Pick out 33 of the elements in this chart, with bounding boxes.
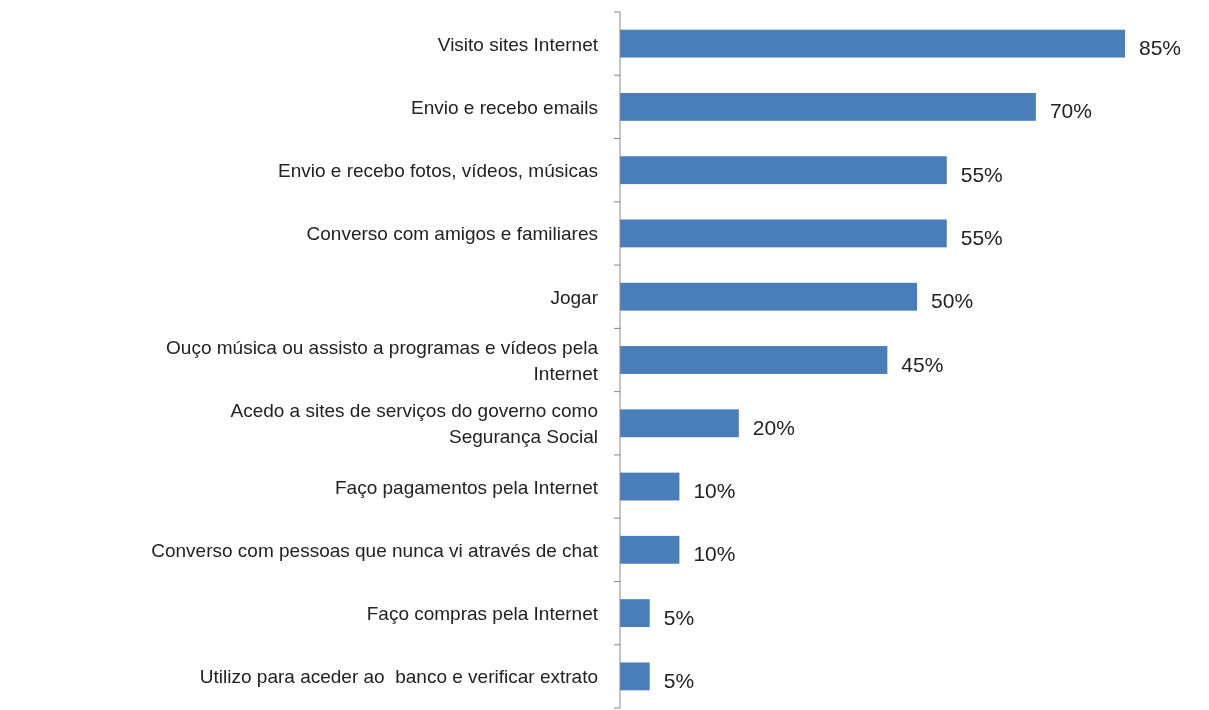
data-label: 85% [1139,36,1182,60]
bar [620,92,1036,121]
data-label: 55% [960,162,1003,186]
y-tick-label: Ouço música ou assisto a programas e vídeos pela Internet [166,336,599,384]
data-label: 10% [693,542,736,566]
y-tick-label: Converso com pessoas que nunca vi através de chat [151,539,599,561]
y-tick-label: Envio e recebo emails [411,96,598,118]
bar [620,156,947,185]
bar [620,29,1125,58]
data-label: 5% [663,668,695,692]
data-label: 70% [1049,99,1092,123]
bar [620,219,947,248]
bar [620,535,680,564]
data-label: 55% [960,225,1003,249]
y-tick-label: Faço pagamentos pela Internet [334,476,599,498]
bar [620,346,888,374]
bar [620,409,739,438]
data-label: 5% [663,605,695,629]
y-tick-label: Envio e recebo fotos, vídeos, músicas [278,159,598,181]
data-label: 10% [693,479,736,503]
y-tick-label: Acedo a sites de serviços do governo como Segurança Social [230,399,598,447]
bar [620,472,680,501]
y-tick-label: Visito sites Internet [437,33,599,55]
y-tick-label: Utilizo para aceder ao banco e verificar extrato [199,665,598,687]
bar [620,599,650,628]
data-label: 45% [901,352,944,376]
data-label: 50% [931,289,974,313]
bar [620,662,650,691]
data-label: 20% [752,415,795,439]
y-tick-label: Converso com amigos e familiares [306,222,598,244]
bar [620,282,918,311]
y-tick-label: Faço compras pela Internet [366,602,599,624]
y-tick-label: Jogar [550,286,599,308]
